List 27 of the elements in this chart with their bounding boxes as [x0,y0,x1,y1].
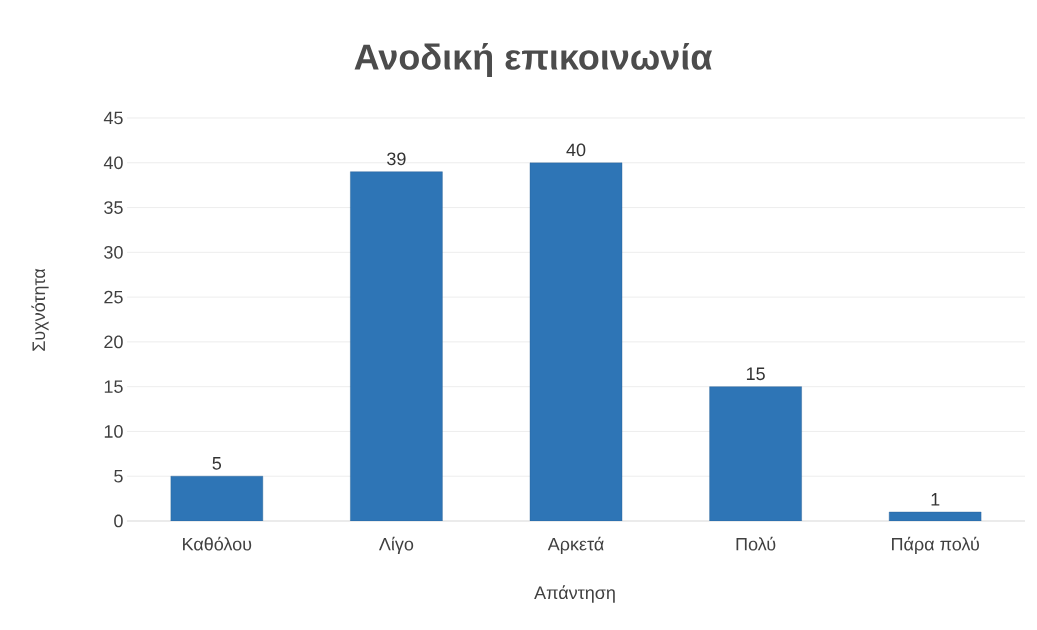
y-tick-label: 20 [104,335,123,349]
x-tick-label: Καθόλου [183,536,252,551]
x-tick-label: Αρκετά [547,536,604,555]
y-tick-label: 45 [103,111,123,125]
y-tick-label: 25 [104,290,123,304]
data-label: 40 [566,143,586,157]
bar [170,476,263,521]
y-axis-title: Συχνότητα [31,268,49,351]
y-tick-label: 5 [114,469,123,483]
data-label: 5 [212,457,222,470]
y-tick-label: 40 [103,156,123,170]
x-tick-label: Πάρα πολύ [892,536,979,555]
bar [709,386,802,521]
bar [350,171,443,521]
x-tick-label: Λίγο [378,536,414,555]
y-tick-label: 15 [104,380,123,393]
bar [529,162,623,521]
data-label: 15 [746,367,765,381]
y-tick-label: 0 [114,514,123,528]
data-label: 1 [931,493,940,506]
y-tick-label: 30 [104,245,123,259]
chart-title: Ανοδική επικοινωνία [354,43,713,77]
x-tick-label: Πολύ [736,536,776,551]
y-tick-label: 10 [104,425,123,438]
data-label: 39 [387,152,406,166]
x-axis-title: Απάντηση [534,585,615,603]
y-tick-label: 35 [104,201,123,214]
